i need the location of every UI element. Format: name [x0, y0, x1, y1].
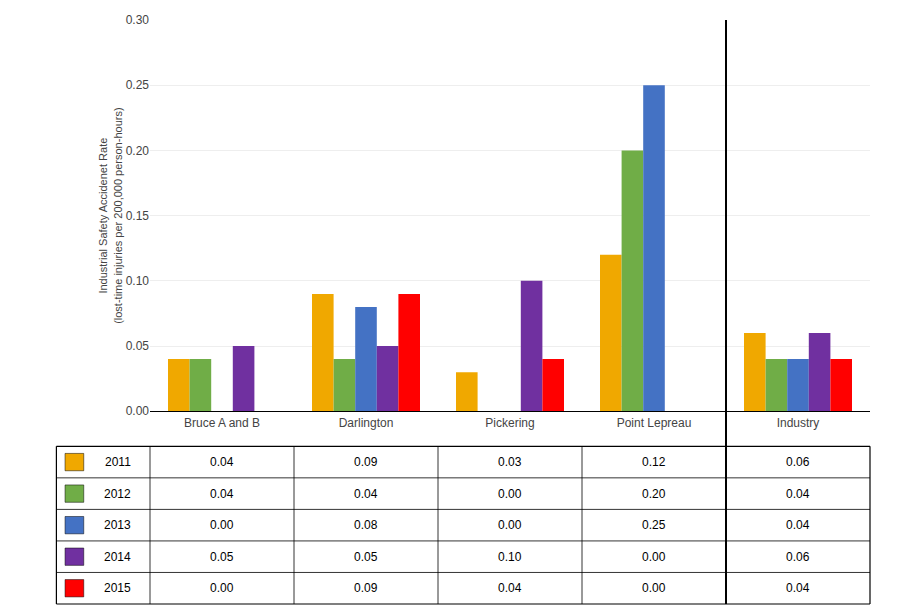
svg-text:0.15: 0.15 — [126, 209, 150, 223]
svg-text:0.00: 0.00 — [126, 404, 150, 418]
svg-text:Bruce A and B: Bruce A and B — [184, 416, 260, 430]
svg-text:0.04: 0.04 — [786, 487, 810, 501]
svg-text:2014: 2014 — [104, 550, 131, 564]
svg-text:Industrial Safety Accidenet Ra: Industrial Safety Accidenet Rate(lost-ti… — [97, 107, 123, 323]
svg-text:0.06: 0.06 — [786, 455, 810, 469]
svg-text:0.03: 0.03 — [498, 455, 522, 469]
svg-text:0.00: 0.00 — [210, 581, 234, 595]
svg-text:2011: 2011 — [105, 455, 131, 469]
svg-text:0.09: 0.09 — [354, 455, 378, 469]
svg-text:0.04: 0.04 — [210, 455, 234, 469]
svg-text:0.08: 0.08 — [354, 518, 378, 532]
svg-text:Industry: Industry — [777, 416, 820, 430]
svg-text:2015: 2015 — [104, 581, 131, 595]
svg-text:2012: 2012 — [104, 487, 131, 501]
svg-text:Pickering: Pickering — [485, 416, 534, 430]
svg-text:0.25: 0.25 — [642, 518, 666, 532]
svg-text:Point Lepreau: Point Lepreau — [617, 416, 692, 430]
svg-text:0.00: 0.00 — [498, 518, 522, 532]
svg-text:0.00: 0.00 — [498, 487, 522, 501]
svg-text:0.05: 0.05 — [126, 339, 150, 353]
svg-text:0.04: 0.04 — [210, 487, 234, 501]
svg-text:Darlington: Darlington — [339, 416, 394, 430]
svg-text:0.04: 0.04 — [498, 581, 522, 595]
svg-text:0.09: 0.09 — [354, 581, 378, 595]
svg-text:0.00: 0.00 — [210, 518, 234, 532]
svg-text:0.25: 0.25 — [126, 78, 150, 92]
svg-text:0.10: 0.10 — [126, 274, 150, 288]
svg-text:0.12: 0.12 — [642, 455, 666, 469]
svg-text:0.30: 0.30 — [126, 13, 150, 27]
svg-text:0.05: 0.05 — [210, 550, 234, 564]
svg-text:0.04: 0.04 — [354, 487, 378, 501]
svg-text:0.00: 0.00 — [642, 581, 666, 595]
svg-text:0.06: 0.06 — [786, 550, 810, 564]
svg-text:0.20: 0.20 — [642, 487, 666, 501]
svg-text:0.20: 0.20 — [126, 144, 150, 158]
svg-text:0.10: 0.10 — [498, 550, 522, 564]
svg-text:0.04: 0.04 — [786, 581, 810, 595]
svg-text:0.04: 0.04 — [786, 518, 810, 532]
svg-text:2013: 2013 — [104, 518, 131, 532]
svg-text:0.05: 0.05 — [354, 550, 378, 564]
svg-text:0.00: 0.00 — [642, 550, 666, 564]
